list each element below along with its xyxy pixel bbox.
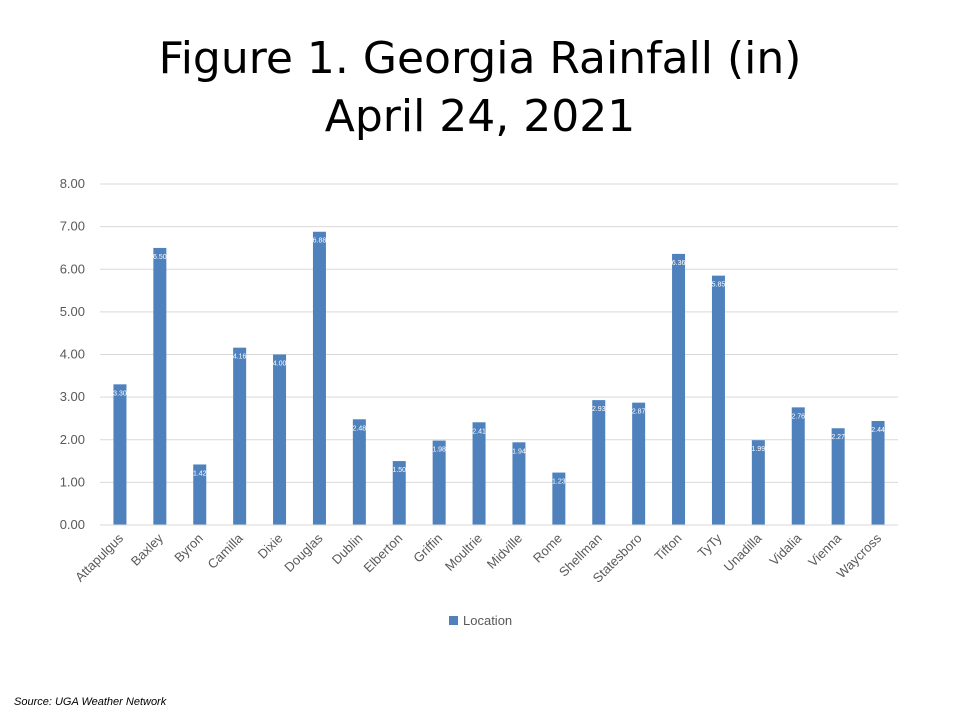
bar-value-label: 1.23 — [552, 479, 566, 486]
bar-series — [113, 231, 885, 526]
bar — [751, 440, 765, 525]
bar-value-label: 2.27 — [831, 434, 845, 441]
x-tick-label: Rome — [530, 531, 565, 566]
x-tick-label: Dixie — [255, 531, 286, 562]
y-tick-label: 0.00 — [60, 517, 85, 532]
bar — [193, 464, 207, 525]
chart-title-line-1: Figure 1. Georgia Rainfall (in) — [158, 33, 802, 84]
x-tick-label: Baxley — [128, 530, 167, 569]
bar — [552, 472, 566, 525]
bar — [113, 384, 127, 525]
legend-label: Location — [463, 613, 512, 628]
bar-value-label: 5.85 — [712, 282, 726, 289]
y-tick-label: 6.00 — [60, 261, 85, 276]
x-tick-label: Moultrie — [442, 531, 485, 574]
x-tick-label: Vidalia — [766, 530, 805, 569]
y-tick-label: 7.00 — [60, 219, 85, 234]
x-tick-label: Unadilla — [721, 530, 765, 574]
y-tick-label: 3.00 — [60, 389, 85, 404]
bar — [711, 275, 725, 525]
legend: Location — [449, 613, 512, 628]
bar — [432, 440, 446, 525]
x-tick-label: Griffin — [410, 531, 445, 566]
chart-title: Figure 1. Georgia Rainfall (in) April 24… — [0, 30, 960, 146]
y-axis: 0.00 1.00 2.00 3.00 4.00 5.00 6.00 7.00 8.00 — [60, 176, 85, 532]
bar-value-label: 2.41 — [472, 428, 486, 435]
bar-value-label: 2.87 — [632, 409, 646, 416]
bar-value-label: 1.94 — [512, 448, 526, 455]
bar-value-label: 6.36 — [672, 260, 686, 267]
bar — [512, 442, 526, 525]
legend-swatch — [449, 616, 458, 625]
source-note: Source: UGA Weather Network — [14, 696, 167, 708]
bar-value-label: 1.50 — [392, 467, 406, 474]
bar-value-label: 4.00 — [273, 361, 287, 368]
bar-value-label: 2.44 — [871, 427, 885, 434]
x-tick-label: Waycross — [834, 530, 885, 581]
y-tick-label: 2.00 — [60, 432, 85, 447]
bar — [153, 247, 167, 525]
bar-value-label: 2.93 — [592, 406, 606, 413]
bar — [871, 420, 885, 525]
bar — [472, 422, 486, 525]
bar-value-label: 6.50 — [153, 254, 167, 261]
bar — [273, 354, 287, 525]
bar — [592, 400, 606, 525]
bar-value-label: 1.42 — [193, 470, 207, 477]
bar — [672, 253, 686, 525]
bar-value-label: 2.48 — [353, 425, 367, 432]
bar-value-label: 4.16 — [233, 354, 247, 361]
x-tick-label: Vienna — [805, 530, 845, 570]
y-tick-label: 8.00 — [60, 176, 85, 191]
gridlines — [100, 183, 898, 526]
bar — [352, 419, 366, 525]
y-tick-label: 5.00 — [60, 304, 85, 319]
bar — [233, 347, 247, 525]
x-tick-label: Elberton — [361, 531, 406, 576]
bar — [632, 402, 646, 525]
x-tick-label: Byron — [171, 531, 206, 566]
bar-value-label: 2.76 — [791, 413, 805, 420]
chart-title-line-2: April 24, 2021 — [324, 91, 636, 142]
x-tick-label: Midville — [484, 531, 525, 572]
bar-value-label: 3.30 — [113, 390, 127, 397]
bar — [831, 428, 845, 525]
x-tick-label: Attapulgus — [72, 530, 126, 584]
bar — [312, 231, 326, 526]
bar-value-label: 1.98 — [432, 447, 446, 454]
bar — [392, 461, 406, 525]
x-tick-label: Douglas — [281, 530, 326, 575]
x-tick-label: Dublin — [329, 531, 366, 568]
data-labels: 3.30 6.50 1.42 4.16 4.00 6.88 2.48 1.50 1.98 2.41… — [113, 238, 885, 486]
y-tick-label: 4.00 — [60, 347, 85, 362]
bar-value-label: 6.88 — [313, 238, 327, 245]
x-tick-label: TyTy — [695, 530, 725, 560]
x-tick-label: Camilla — [205, 530, 247, 572]
y-tick-label: 1.00 — [60, 474, 85, 489]
bar — [791, 407, 805, 525]
bar-value-label: 1.99 — [752, 446, 766, 453]
x-tick-label: Tifton — [651, 531, 684, 564]
